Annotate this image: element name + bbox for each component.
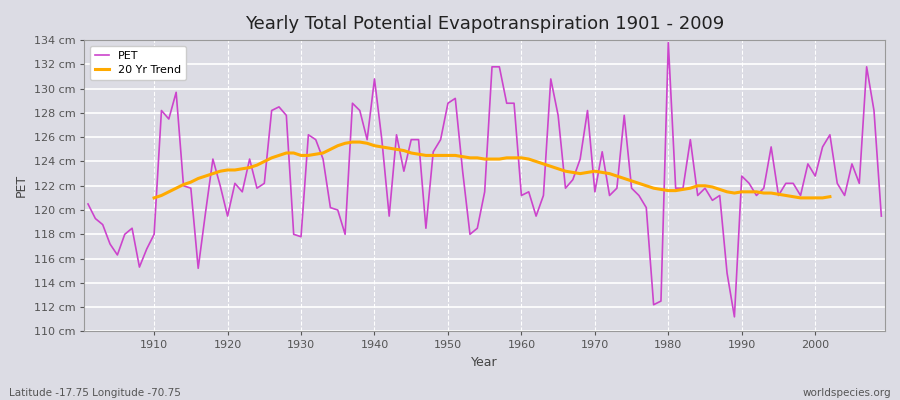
PET	[729, 314, 740, 319]
Legend: PET, 20 Yr Trend: PET, 20 Yr Trend	[90, 46, 186, 80]
PET	[347, 101, 358, 106]
20 Yr Trend	[692, 183, 703, 188]
20 Yr Trend	[259, 159, 270, 164]
PET	[604, 193, 615, 198]
PET	[508, 101, 519, 106]
PET	[83, 202, 94, 206]
20 Yr Trend	[626, 178, 637, 183]
PET	[876, 214, 886, 218]
PET	[663, 40, 674, 45]
Text: worldspecies.org: worldspecies.org	[803, 388, 891, 398]
20 Yr Trend	[494, 157, 505, 162]
PET	[303, 132, 314, 137]
Line: 20 Yr Trend: 20 Yr Trend	[154, 142, 830, 198]
20 Yr Trend	[347, 140, 358, 144]
X-axis label: Year: Year	[472, 356, 498, 369]
20 Yr Trend	[288, 150, 299, 155]
20 Yr Trend	[824, 194, 835, 199]
Title: Yearly Total Potential Evapotranspiration 1901 - 2009: Yearly Total Potential Evapotranspiratio…	[245, 15, 724, 33]
Y-axis label: PET: PET	[15, 174, 28, 197]
20 Yr Trend	[237, 166, 248, 171]
Text: Latitude -17.75 Longitude -70.75: Latitude -17.75 Longitude -70.75	[9, 388, 181, 398]
PET	[516, 193, 526, 198]
PET	[141, 246, 152, 251]
Line: PET: PET	[88, 42, 881, 317]
20 Yr Trend	[148, 196, 159, 200]
